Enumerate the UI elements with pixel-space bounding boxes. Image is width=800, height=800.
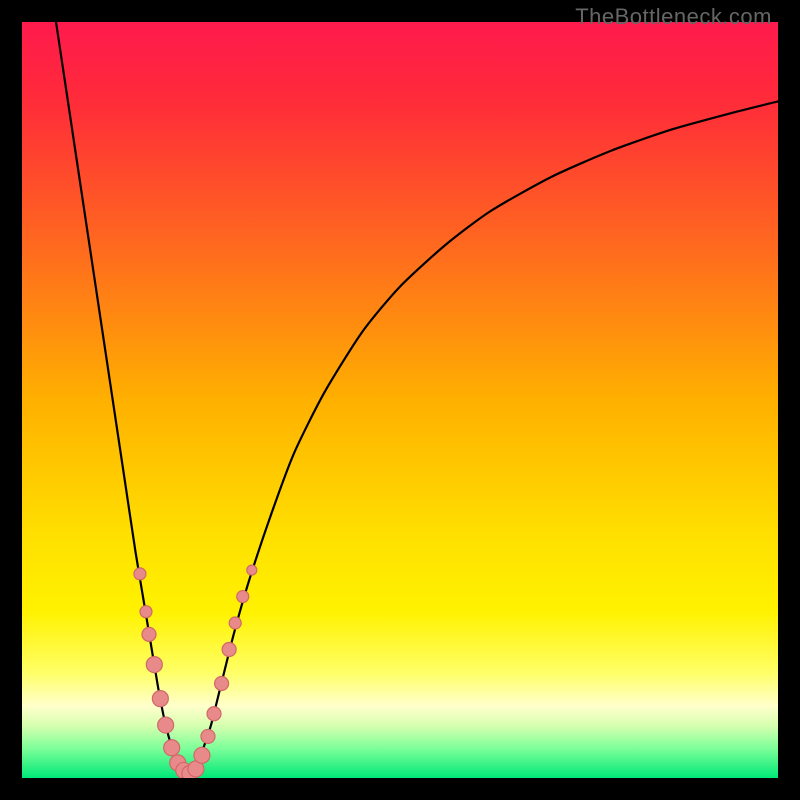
data-marker	[164, 740, 180, 756]
plot-svg	[22, 22, 778, 778]
watermark-text: TheBottleneck.com	[575, 4, 772, 30]
data-marker	[158, 717, 174, 733]
data-marker	[229, 617, 241, 629]
data-marker	[152, 691, 168, 707]
data-marker	[194, 747, 210, 763]
data-marker	[146, 657, 162, 673]
gradient-background	[22, 22, 778, 778]
data-marker	[247, 565, 257, 575]
data-marker	[142, 627, 156, 641]
data-marker	[201, 729, 215, 743]
data-marker	[215, 677, 229, 691]
data-marker	[237, 591, 249, 603]
plot-area	[22, 22, 778, 778]
data-marker	[134, 568, 146, 580]
data-marker	[207, 707, 221, 721]
data-marker	[222, 642, 236, 656]
data-marker	[140, 606, 152, 618]
